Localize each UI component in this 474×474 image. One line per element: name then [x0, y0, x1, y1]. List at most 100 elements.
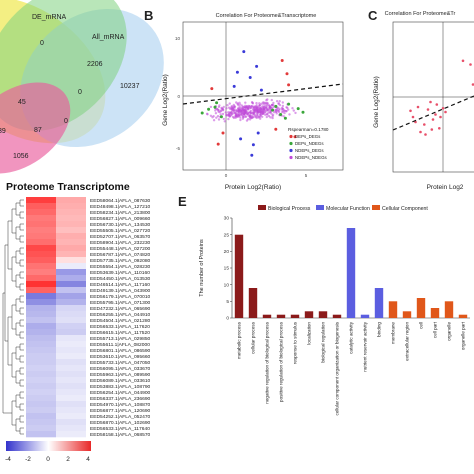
scatter-b-point-ndeps-ndegs	[267, 107, 270, 110]
scatter-b-point-ndeps-ndegs	[282, 115, 285, 118]
venn-count-0-right: 0	[64, 118, 68, 125]
scatter-b-point-ndeps-ndegs	[225, 114, 228, 117]
scatter-b-point-ndeps-ndegs	[277, 102, 280, 105]
dendrogram-branch	[11, 400, 16, 426]
bar-chart-x-label: organelle	[447, 322, 452, 341]
bar-chart-x-label: cellular process	[251, 321, 256, 354]
scatter-c-point	[471, 83, 474, 86]
bar-chart-ylabel: The number of Proteins	[199, 239, 205, 297]
heatmap-cell-proteome	[26, 281, 56, 288]
scatter-c-point	[435, 103, 439, 106]
heatmap-row-label: EED47232.1|AFLA_065690	[90, 306, 151, 312]
heatmap-cell-proteome	[26, 209, 56, 216]
scatter-b-point	[259, 88, 263, 92]
scatter-b-point-ndeps-ndegs	[265, 115, 268, 119]
heatmap-cell-proteome	[26, 311, 56, 318]
scatter-b-point	[301, 110, 305, 114]
heatmap-row-label: EED53883.1|AFLA_108790	[90, 384, 151, 390]
scatter-b-point	[219, 115, 223, 119]
heatmap-cell-transcriptome	[56, 203, 86, 210]
heatmap-row-label: EED56533.1|AFLA_117620	[90, 324, 150, 330]
heatmap-cell-proteome	[26, 371, 56, 378]
scatter-c-point	[409, 109, 412, 113]
bar	[444, 301, 454, 318]
scatter-b-point-ndeps-ndegs	[226, 104, 229, 107]
scatter-b-point-ndeps-ndegs	[234, 116, 237, 120]
scatter-b-point-ndeps-ndegs	[250, 116, 253, 120]
scatter-c-point	[426, 108, 430, 111]
dendrogram-branch	[11, 304, 16, 330]
heatmap-cell-proteome	[26, 377, 56, 384]
bar-chart-x-label: response to stimulus	[293, 321, 298, 364]
scatter-b-point-ndeps-ndegs	[225, 107, 228, 110]
heatmap-cell-proteome	[26, 203, 56, 210]
venn-diagram: DE_mRNA All_mRNA 0 2206 10237 0 45 87 0 …	[0, 0, 164, 174]
scatter-b-point-ndeps-ndegs	[234, 113, 237, 117]
dendrogram-branch	[19, 367, 24, 375]
venn-count-10237: 10237	[120, 83, 140, 90]
venn-label-all-mrna: All_mRNA	[92, 34, 125, 41]
heatmap-title: Proteome Transcriptome	[6, 181, 130, 193]
scatter-b-point-ndeps-ndegs	[244, 115, 247, 118]
heatmap-cell-proteome	[26, 251, 56, 258]
scatter-b-point-ndeps-ndegs	[275, 100, 279, 103]
panel-label-b: B	[144, 8, 153, 23]
heatmap-row-label: EED55713.1|AFLA_029850	[90, 336, 151, 342]
scatter-b-point-ndeps-ndegs	[258, 106, 262, 110]
heatmap-cell-proteome	[26, 419, 56, 426]
scatter-b-point-ndeps-ndegs	[232, 103, 235, 107]
scatter-b-point-ndeps-ndegs	[252, 115, 255, 119]
heatmap-cell-transcriptome	[56, 341, 86, 348]
heatmap-cell-proteome	[26, 305, 56, 312]
bar-chart-y-tick-label: 5	[226, 299, 229, 305]
heatmap-cell-proteome	[26, 293, 56, 300]
panel-label-c: C	[368, 8, 378, 23]
scatter-b-point	[248, 76, 252, 79]
venn-ellipse-pink	[0, 82, 71, 174]
scatter-b-point	[279, 113, 283, 116]
bar-chart-x-label: binding	[377, 322, 382, 337]
heatmap-row-label: EED58064.1|AFLA_087630	[90, 198, 151, 204]
venn-count-0-mid: 0	[78, 89, 82, 96]
dendrogram-branch	[19, 343, 24, 351]
bar-chart-y-tick-label: 30	[224, 216, 230, 222]
heatmap-cell-transcriptome	[56, 239, 86, 246]
scatter-b-point-ndeps-ndegs	[221, 112, 225, 116]
dendrogram-branch	[19, 271, 24, 279]
heatmap-row-label: EED54450.1|AFLA_013530	[90, 276, 151, 282]
venn-count-45: 45	[18, 99, 26, 106]
heatmap-cell-transcriptome	[56, 227, 86, 234]
scatter-b-xtick-0: 0	[225, 173, 228, 178]
scatter-b-point-ndeps-ndegs	[250, 105, 253, 108]
heatmap-row-label: EED55733.1|AFLA_047050	[90, 360, 151, 366]
dendrogram-branch	[15, 346, 20, 360]
heatmap-cell-transcriptome	[56, 413, 86, 420]
scatter-b-ylabel: Gene Log2(Ratio)	[162, 74, 169, 126]
heatmap-cell-proteome	[26, 353, 56, 360]
bar	[346, 228, 356, 318]
scatter-b-point-ndeps-ndegs	[250, 101, 254, 104]
venn-count-1056: 1056	[13, 153, 29, 160]
heatmap-row-label: EED56870.1|AFLA_102690	[90, 420, 151, 426]
scatter-b-title: Correlation For Proteome&Transcriptome	[216, 13, 317, 19]
heatmap-cell-proteome	[26, 275, 56, 282]
scatter-c-point	[430, 128, 434, 131]
scatter-b-point-ndeps-ndegs	[260, 112, 263, 116]
scatter-b-point	[213, 105, 217, 109]
dendrogram-branch	[2, 292, 12, 414]
scatter-b-point-ndeps-ndegs	[262, 103, 265, 106]
scatter-b-point-ndeps-ndegs	[239, 103, 242, 106]
scatter-b-point	[287, 102, 291, 106]
heatmap-cell-transcriptome	[56, 329, 86, 336]
scatter-b-point-ndeps-ndegs	[269, 110, 272, 113]
bar-chart-x-label: organelle part	[461, 321, 466, 350]
dendrogram-branch	[19, 223, 24, 231]
bar-legend-swatch	[316, 205, 324, 210]
scatter-b-legend-marker	[289, 141, 293, 146]
heatmap-cell-transcriptome	[56, 389, 86, 396]
scatter-b-point	[256, 131, 260, 135]
heatmap-row-label: EED56787.1|AFLA_074820	[90, 252, 151, 258]
dendrogram-branch	[15, 274, 20, 288]
bar-chart-bars	[234, 228, 468, 318]
